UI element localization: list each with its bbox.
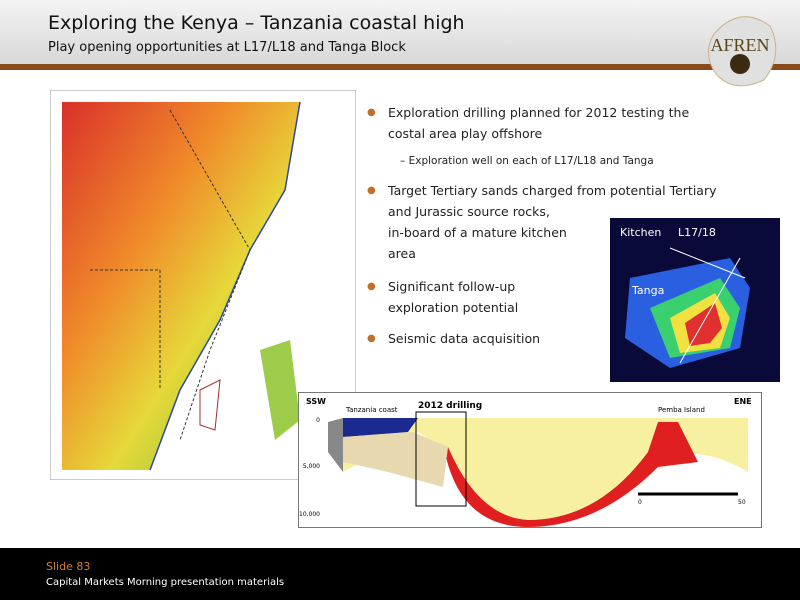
bullet-text: Seismic data acquisition xyxy=(372,328,732,349)
text: area xyxy=(388,246,416,261)
text: exploration potential xyxy=(388,300,519,315)
text: Exploration drilling planned for 2012 te… xyxy=(388,105,690,120)
cross-section: SSW ENE Tanzania coast 2012 drilling Pem… xyxy=(298,392,762,528)
section-end: ENE xyxy=(734,397,752,406)
bullet: ● Significant follow-up exploration potent… xyxy=(367,276,732,318)
subtitle: Play opening opportunities at L17/L18 an… xyxy=(48,40,406,55)
text: costal area play offshore xyxy=(388,126,543,141)
bullet-text: Target Tertiary sands charged from poten… xyxy=(372,180,732,264)
logo: AFREN xyxy=(708,16,777,87)
inset-label: L17/18 xyxy=(678,226,716,239)
depth-label: 10,000 xyxy=(299,511,320,518)
footer-bg xyxy=(0,548,800,600)
text: in-board of a mature kitchen xyxy=(388,225,567,240)
depth-label: 5,000 xyxy=(303,463,320,470)
scale-label: 0 xyxy=(638,499,642,506)
sub-bullet: – Exploration well on each of L17/L18 an… xyxy=(400,155,654,167)
text: Seismic data acquisition xyxy=(388,331,541,346)
title: Exploring the Kenya – Tanzania coastal h… xyxy=(48,12,465,34)
text: Significant follow-up xyxy=(388,279,516,294)
section-end: SSW xyxy=(306,397,326,406)
section-label: Pemba Island xyxy=(658,406,705,414)
scale-label: 50 xyxy=(738,499,746,506)
text: Exploration well on each of L17/L18 and … xyxy=(408,155,654,167)
bullet: ● Exploration drilling planned for 2012 t… xyxy=(367,102,732,144)
header-rule xyxy=(0,64,800,70)
bullet-text: Exploration drilling planned for 2012 te… xyxy=(372,102,732,144)
section-label: 2012 drilling xyxy=(418,401,482,411)
section-label: Tanzania coast xyxy=(345,406,398,414)
depth-label: 0 xyxy=(316,417,320,424)
inset-label: Tanga xyxy=(631,284,664,297)
bullet: ● Seismic data acquisition xyxy=(367,328,732,349)
inset-3d: Kitchen L17/18 Tanga xyxy=(610,218,780,382)
header-bg xyxy=(0,0,800,64)
slide-number: Slide 83 xyxy=(46,560,91,573)
logo-text: AFREN xyxy=(710,35,769,55)
bullet-text: Significant follow-up exploration potenti… xyxy=(372,276,732,318)
text: and Jurassic source rocks, xyxy=(388,204,550,219)
inset-label: Kitchen xyxy=(620,226,661,239)
footer-note: Capital Markets Morning presentation mat… xyxy=(46,577,285,588)
text: Target Tertiary sands charged from poten… xyxy=(388,183,717,198)
bullet: ● Target Tertiary sands charged from pote… xyxy=(367,180,732,264)
